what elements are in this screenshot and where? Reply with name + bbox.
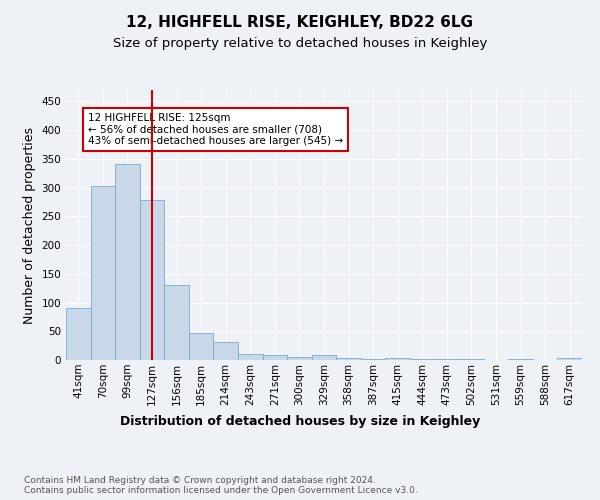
Bar	[238, 354, 263, 360]
Bar	[164, 284, 189, 360]
Bar	[312, 356, 336, 360]
Bar	[66, 308, 91, 360]
Bar	[263, 356, 287, 360]
Bar	[385, 358, 410, 360]
Bar	[115, 164, 140, 360]
Bar	[189, 333, 214, 360]
Text: 12 HIGHFELL RISE: 125sqm
← 56% of detached houses are smaller (708)
43% of semi-: 12 HIGHFELL RISE: 125sqm ← 56% of detach…	[88, 113, 343, 146]
Y-axis label: Number of detached properties: Number of detached properties	[23, 126, 36, 324]
Bar	[336, 358, 361, 360]
Text: Size of property relative to detached houses in Keighley: Size of property relative to detached ho…	[113, 38, 487, 51]
Bar	[140, 200, 164, 360]
Bar	[91, 186, 115, 360]
Text: Contains HM Land Registry data © Crown copyright and database right 2024.
Contai: Contains HM Land Registry data © Crown c…	[24, 476, 418, 495]
Bar	[557, 358, 582, 360]
Bar	[434, 359, 459, 360]
Bar	[214, 342, 238, 360]
Bar	[287, 356, 312, 360]
Text: Distribution of detached houses by size in Keighley: Distribution of detached houses by size …	[120, 415, 480, 428]
Text: 12, HIGHFELL RISE, KEIGHLEY, BD22 6LG: 12, HIGHFELL RISE, KEIGHLEY, BD22 6LG	[127, 15, 473, 30]
